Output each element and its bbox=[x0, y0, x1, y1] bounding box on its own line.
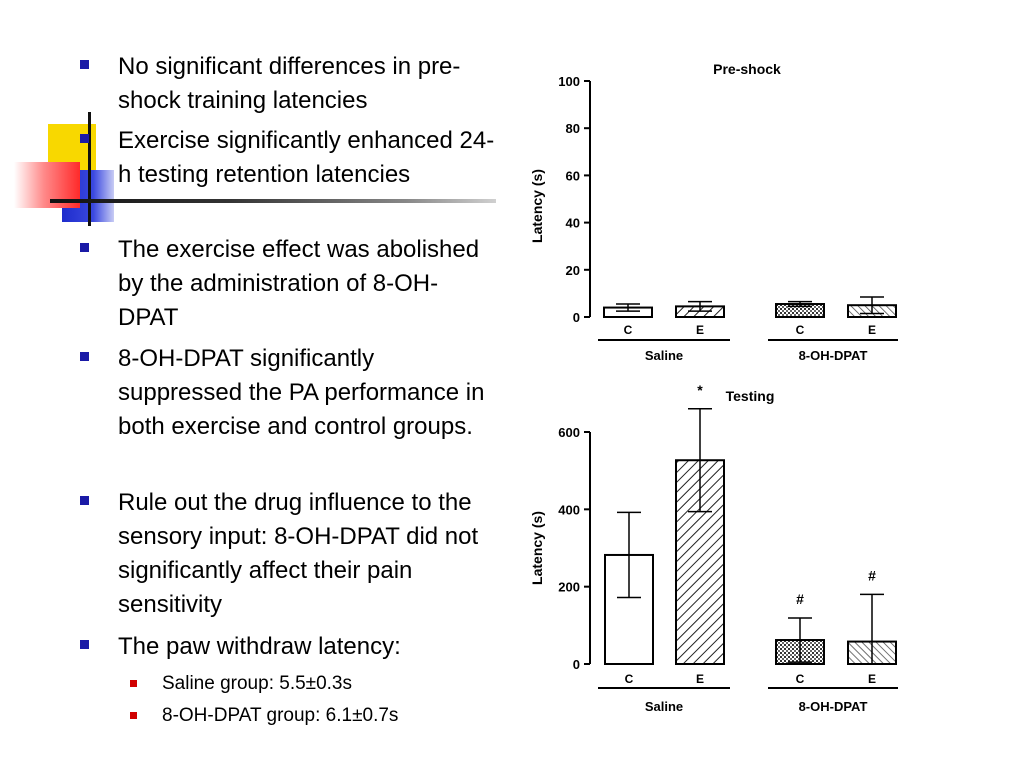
category-label: E bbox=[868, 323, 876, 337]
bullet-text: 8-OH-DPAT significantly suppressed the P… bbox=[118, 345, 485, 440]
y-tick-label: 60 bbox=[566, 168, 580, 183]
category-label: E bbox=[868, 672, 876, 686]
bullet-square-icon bbox=[80, 134, 89, 143]
category-label: C bbox=[796, 323, 805, 337]
category-label: C bbox=[624, 323, 633, 337]
bullet-square-icon bbox=[80, 60, 89, 69]
group-label: Saline bbox=[645, 348, 683, 363]
bullet-square-icon bbox=[80, 640, 89, 649]
group-label: 8-OH-DPAT bbox=[799, 699, 868, 714]
bullet-square-icon bbox=[80, 496, 89, 505]
y-tick-label: 0 bbox=[573, 310, 580, 325]
y-tick-label: 20 bbox=[566, 263, 580, 278]
sub-bullet-square-icon bbox=[130, 680, 137, 687]
y-tick-label: 200 bbox=[558, 580, 580, 595]
y-axis-label: Latency (s) bbox=[529, 511, 545, 585]
group-label: Saline bbox=[645, 699, 683, 714]
sub-bullet-text: 8-OH-DPAT group: 6.1±0.7s bbox=[162, 705, 399, 726]
y-tick-label: 0 bbox=[573, 657, 580, 672]
y-tick-label: 100 bbox=[558, 74, 580, 89]
bullet-text: Exercise significantly enhanced 24-h tes… bbox=[118, 127, 495, 188]
significance-annotation: * bbox=[697, 382, 703, 398]
bullet-square-icon bbox=[80, 243, 89, 252]
deco-vertical-line bbox=[88, 112, 91, 226]
bullet-list: No significant differences in pre-shock … bbox=[0, 0, 500, 768]
y-axis-label: Latency (s) bbox=[529, 169, 545, 243]
y-tick-label: 400 bbox=[558, 502, 580, 517]
sub-bullet-text: Saline group: 5.5±0.3s bbox=[162, 673, 352, 694]
bullet-text: The paw withdraw latency: bbox=[118, 633, 401, 660]
chart-title: Testing bbox=[726, 388, 775, 404]
significance-annotation: # bbox=[868, 567, 876, 583]
category-label: C bbox=[796, 672, 805, 686]
deco-horizontal-line bbox=[50, 199, 496, 203]
y-tick-label: 600 bbox=[558, 425, 580, 440]
y-tick-label: 40 bbox=[566, 216, 580, 231]
category-label: C bbox=[625, 672, 634, 686]
sub-bullet-square-icon bbox=[130, 712, 137, 719]
category-label: E bbox=[696, 323, 704, 337]
bullet-square-icon bbox=[80, 352, 89, 361]
y-tick-label: 80 bbox=[566, 121, 580, 136]
bullet-text: The exercise effect was abolished by the… bbox=[118, 236, 480, 331]
category-label: E bbox=[696, 672, 704, 686]
chart-title: Pre-shock bbox=[713, 61, 781, 77]
bullet-text: Rule out the drug influence to the senso… bbox=[118, 489, 479, 618]
group-label: 8-OH-DPAT bbox=[799, 348, 868, 363]
significance-annotation: # bbox=[796, 591, 804, 607]
decorative-corner-graphic bbox=[0, 0, 500, 240]
bullet-text: No significant differences in pre-shock … bbox=[118, 53, 461, 114]
